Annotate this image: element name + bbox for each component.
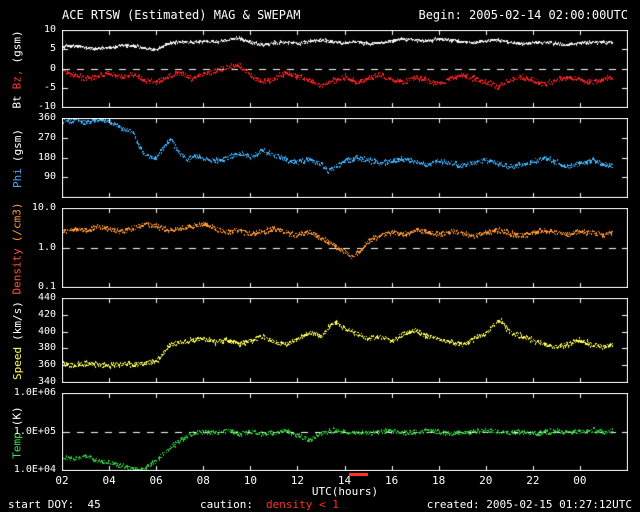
panel-speed — [62, 298, 628, 383]
panel-phi — [62, 118, 628, 198]
x-tick-label: 22 — [526, 474, 540, 487]
x-tick-label: 12 — [290, 474, 305, 487]
y-tick-label: 0.1 — [37, 281, 56, 292]
y-tick-label: 10.0 — [31, 202, 56, 213]
x-tick-label: 20 — [479, 474, 493, 487]
y-tick-label: 360 — [37, 112, 56, 123]
x-tick-label: 18 — [432, 474, 446, 487]
y-tick-label: 90 — [43, 171, 56, 183]
x-tick-label: 02 — [55, 474, 69, 487]
y-tick-label: -10 — [37, 101, 56, 112]
y-axis-title-part: (K) — [10, 405, 24, 426]
y-tick-label: 1.0E+06 — [13, 387, 56, 398]
chart-title: ACE RTSW (Estimated) MAG & SWEPAM — [62, 8, 301, 22]
panel-temp — [62, 393, 628, 471]
y-tick-label: 420 — [37, 308, 56, 320]
y-tick-label: 340 — [37, 376, 56, 387]
x-axis-title: UTC(hours) — [311, 485, 379, 498]
y-tick-label: 270 — [37, 131, 56, 143]
x-tick-label: 10 — [243, 474, 257, 487]
x-tick-label: 04 — [102, 474, 116, 487]
x-tick-label: 08 — [196, 474, 210, 487]
caution-marker — [349, 473, 369, 476]
x-tick-label: 16 — [384, 474, 399, 487]
y-tick-label: 1.0 — [37, 241, 56, 253]
y-tick-label: 440 — [37, 292, 56, 303]
y-tick-label: 380 — [37, 342, 56, 354]
panel-bt-bz — [62, 30, 628, 108]
y-tick-label: 180 — [37, 151, 56, 163]
chart-begin-time: Begin: 2005-02-14 02:00:00UTC — [418, 8, 628, 22]
y-tick-label: 1.0E+05 — [13, 425, 56, 437]
y-tick-label: 5 — [49, 43, 56, 55]
y-tick-label: 360 — [37, 359, 56, 371]
created-timestamp: created: 2005-02-15 01:27:12UTC — [426, 498, 632, 511]
caution-label: caution: — [200, 498, 253, 511]
start-doy: start DOY: 45 — [8, 498, 101, 511]
y-tick-label: 1.0E+04 — [13, 464, 56, 475]
x-tick-label: 14 — [337, 474, 352, 487]
x-tick-label: 06 — [149, 474, 163, 487]
y-tick-label: 400 — [37, 325, 56, 337]
y-tick-label: 0 — [49, 62, 56, 74]
y-tick-label: -5 — [43, 81, 56, 93]
panel-density — [62, 208, 628, 288]
caution-value: density < 1 — [266, 498, 339, 511]
x-tick-label: 00 — [573, 474, 587, 487]
y-tick-label: 10 — [43, 24, 56, 35]
